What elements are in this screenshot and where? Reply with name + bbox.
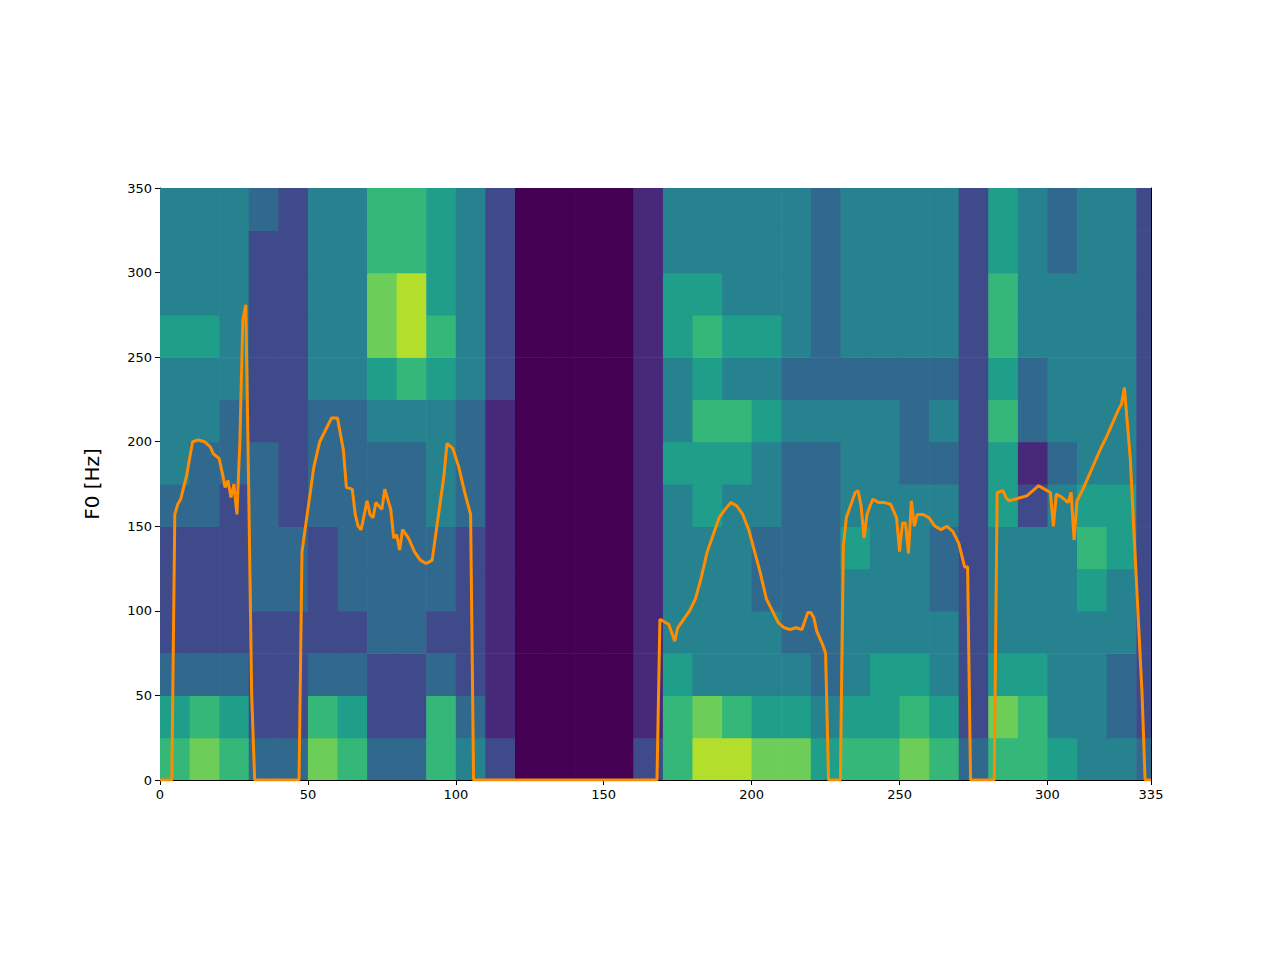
svg-text:0: 0 — [156, 787, 164, 802]
svg-text:150: 150 — [127, 519, 152, 534]
svg-text:100: 100 — [127, 603, 152, 618]
svg-text:150: 150 — [591, 787, 616, 802]
svg-text:335: 335 — [1139, 787, 1164, 802]
svg-text:100: 100 — [443, 787, 468, 802]
svg-text:250: 250 — [127, 350, 152, 365]
svg-text:300: 300 — [1035, 787, 1060, 802]
svg-text:0: 0 — [144, 773, 152, 788]
svg-text:350: 350 — [127, 181, 152, 196]
svg-text:300: 300 — [127, 265, 152, 280]
svg-text:F0 [Hz]: F0 [Hz] — [80, 448, 104, 520]
svg-text:200: 200 — [739, 787, 764, 802]
svg-text:200: 200 — [127, 434, 152, 449]
svg-text:50: 50 — [300, 787, 317, 802]
svg-text:250: 250 — [887, 787, 912, 802]
svg-text:50: 50 — [135, 688, 152, 703]
